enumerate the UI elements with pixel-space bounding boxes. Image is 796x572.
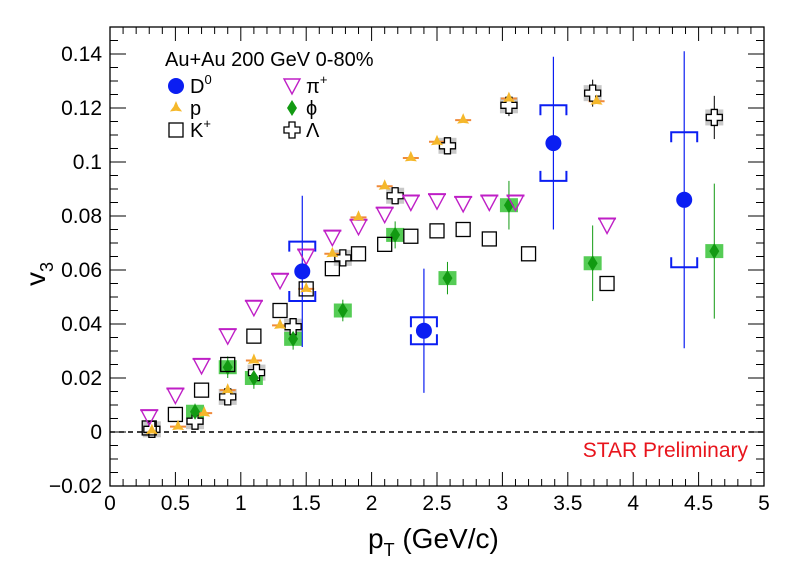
d0-point: [294, 263, 310, 279]
y-tick-label: 0.1: [73, 151, 102, 174]
x-tick-label: 1: [235, 492, 247, 515]
x-tick-label: 3.5: [553, 492, 582, 515]
y-tick-label: 0.14: [61, 43, 102, 66]
d0-point: [416, 323, 432, 339]
y-tick-label: 0.08: [61, 205, 102, 228]
x-tick-label: 4.5: [684, 492, 713, 515]
star-preliminary-label: STAR Preliminary: [583, 439, 749, 462]
legend-header: Au+Au 200 GeV 0-80%: [165, 49, 374, 71]
chart-root: 0 0.5 1 1.5 2 2.5 3 3.5 4 4.5 5 −0.02 0 0.02 0.04 0.06 0…: [0, 0, 796, 572]
y-tick-label: 0.06: [61, 259, 102, 282]
lambda-legend-label: Λ: [306, 120, 320, 142]
d0-point: [676, 192, 692, 208]
x-tick-label: 2.5: [422, 492, 451, 515]
x-tick-label: 4: [627, 492, 639, 515]
y-tick-label: 0.12: [61, 97, 102, 120]
x-tick-label: 0.5: [161, 492, 190, 515]
x-tick-label: 5: [758, 492, 770, 515]
x-tick-label: 2: [366, 492, 378, 515]
y-tick-label: 0: [90, 421, 102, 444]
y-tick-label: 0.04: [61, 313, 102, 336]
phi-legend-label: ϕ: [306, 98, 317, 120]
x-tick-label: 3: [497, 492, 509, 515]
p-legend-label: p: [190, 98, 201, 120]
y-tick-label: −0.02: [49, 475, 102, 498]
d0-point: [545, 135, 561, 151]
x-tick-label: 0: [104, 492, 116, 515]
d0-legend-marker: [168, 78, 184, 94]
y-tick-label: 0.02: [61, 367, 102, 390]
chart-svg: 0 0.5 1 1.5 2 2.5 3 3.5 4 4.5 5−0.0200.020.040.060…: [0, 0, 796, 572]
x-tick-label: 1.5: [292, 492, 321, 515]
